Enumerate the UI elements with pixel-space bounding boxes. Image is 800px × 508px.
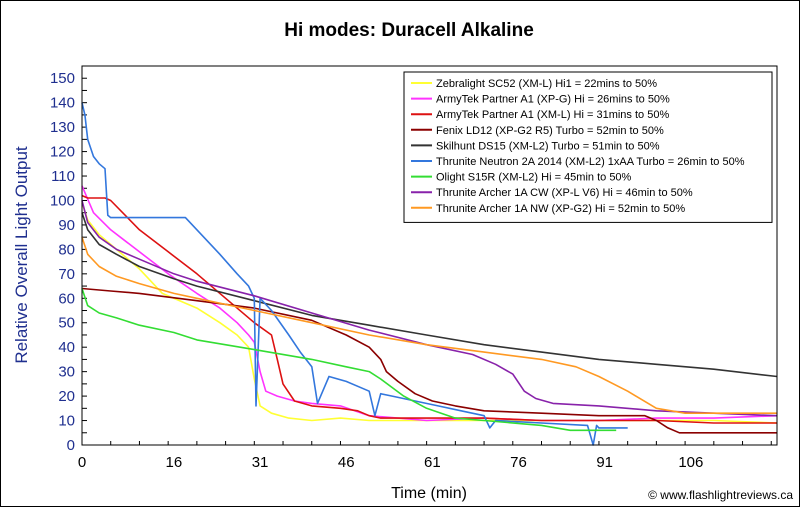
series-line-8 xyxy=(81,200,778,417)
y-tick-label: 0 xyxy=(67,437,75,454)
legend-entry: Thrunite Neutron 2A 2014 (XM-L2) 1xAA Tu… xyxy=(436,156,745,168)
x-tick-label: 31 xyxy=(252,454,269,471)
x-tick-label: 91 xyxy=(596,454,613,471)
y-tick-label: 120 xyxy=(50,144,75,161)
y-axis-label: Relative Overall Light Output xyxy=(12,146,31,364)
y-tick-label: 110 xyxy=(51,168,75,185)
y-tick-label: 100 xyxy=(50,192,75,209)
y-tick-label: 40 xyxy=(58,339,75,356)
legend-entry: Olight S15R (XM-L2) Hi = 45min to 50% xyxy=(436,172,632,184)
legend-entry: ArmyTek Partner A1 (XP-G) Hi = 26mins to… xyxy=(436,94,670,106)
series-line-3 xyxy=(81,194,777,424)
y-tick-label: 10 xyxy=(58,413,75,430)
legend-entry: Fenix LD12 (XP-G2 R5) Turbo = 52min to 5… xyxy=(436,125,664,137)
y-tick-label: 50 xyxy=(58,315,75,332)
y-tick-label: 90 xyxy=(58,217,75,234)
y-tick-label: 130 xyxy=(50,119,75,136)
plot-area-border xyxy=(81,65,778,446)
series-line-6 xyxy=(81,102,628,446)
y-tick-label: 60 xyxy=(58,290,75,307)
y-tick-label: 30 xyxy=(58,364,75,381)
series-line-7 xyxy=(81,288,617,432)
legend-entry: Thrunite Archer 1A NW (XP-G2) Hi = 52min… xyxy=(436,203,685,215)
legend-entry: ArmyTek Partner A1 (XM-L) Hi = 31mins to… xyxy=(436,109,669,121)
legend-box xyxy=(403,71,773,223)
x-tick-label: 106 xyxy=(678,454,703,471)
x-tick-label: 16 xyxy=(166,454,183,471)
chart-title: Hi modes: Duracell Alkaline xyxy=(284,20,534,41)
legend-entry: Zebralight SC52 (XM-L) Hi1 = 22mins to 5… xyxy=(436,78,657,90)
legend-entry: Thrunite Archer 1A CW (XP-L V6) Hi = 46m… xyxy=(436,187,693,199)
series-line-5 xyxy=(81,212,778,378)
y-tick-label: 150 xyxy=(50,70,75,87)
legend-entry: Skilhunt DS15 (XM-L2) Turbo = 51min to 5… xyxy=(436,140,660,152)
series-line-1 xyxy=(81,202,778,424)
series-line-9 xyxy=(81,236,777,415)
credit-label: © www.flashlightreviews.ca xyxy=(648,488,793,502)
y-tick-label: 70 xyxy=(58,266,75,283)
x-tick-label: 46 xyxy=(338,454,355,471)
y-tick-label: 140 xyxy=(50,95,75,112)
y-tick-label: 20 xyxy=(58,388,75,405)
x-tick-label: 61 xyxy=(424,454,441,471)
x-axis-label: Time (min) xyxy=(391,485,467,502)
y-tick-label: 80 xyxy=(58,241,75,258)
x-tick-label: 76 xyxy=(510,454,527,471)
x-tick-label: 0 xyxy=(78,454,86,471)
